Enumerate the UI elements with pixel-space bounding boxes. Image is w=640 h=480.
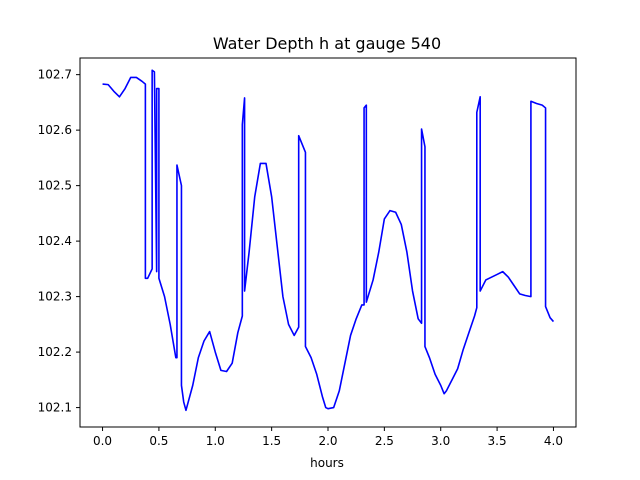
y-tick-label: 102.4: [38, 234, 72, 248]
x-tick-label: 1.0: [206, 434, 225, 448]
x-tick-label: 3.5: [488, 434, 507, 448]
x-tick-label: 0.0: [93, 434, 112, 448]
x-tick-label: 0.5: [149, 434, 168, 448]
y-tick-label: 102.6: [38, 123, 72, 137]
series-line-0: [102, 69, 555, 412]
y-tick-label: 102.5: [38, 179, 72, 193]
x-tick-label: 1.5: [262, 434, 281, 448]
y-tick-label: 102.2: [38, 345, 72, 359]
x-tick-label: 4.0: [544, 434, 563, 448]
x-tick-label: 3.0: [431, 434, 450, 448]
x-tick-label: 2.5: [375, 434, 394, 448]
x-axis-label: hours: [310, 456, 344, 470]
plot-area: 0.0 0.5 1.0 1.5 2.0 2.5 3.0 3.5 4.0 102.1 102.2 102…: [38, 57, 577, 448]
y-tick-label: 102.1: [38, 401, 72, 415]
x-tick-label: 2.0: [318, 434, 337, 448]
chart-title: Water Depth h at gauge 540: [213, 34, 441, 53]
y-tick-label: 102.7: [38, 68, 72, 82]
y-tick-label: 102.3: [38, 290, 72, 304]
